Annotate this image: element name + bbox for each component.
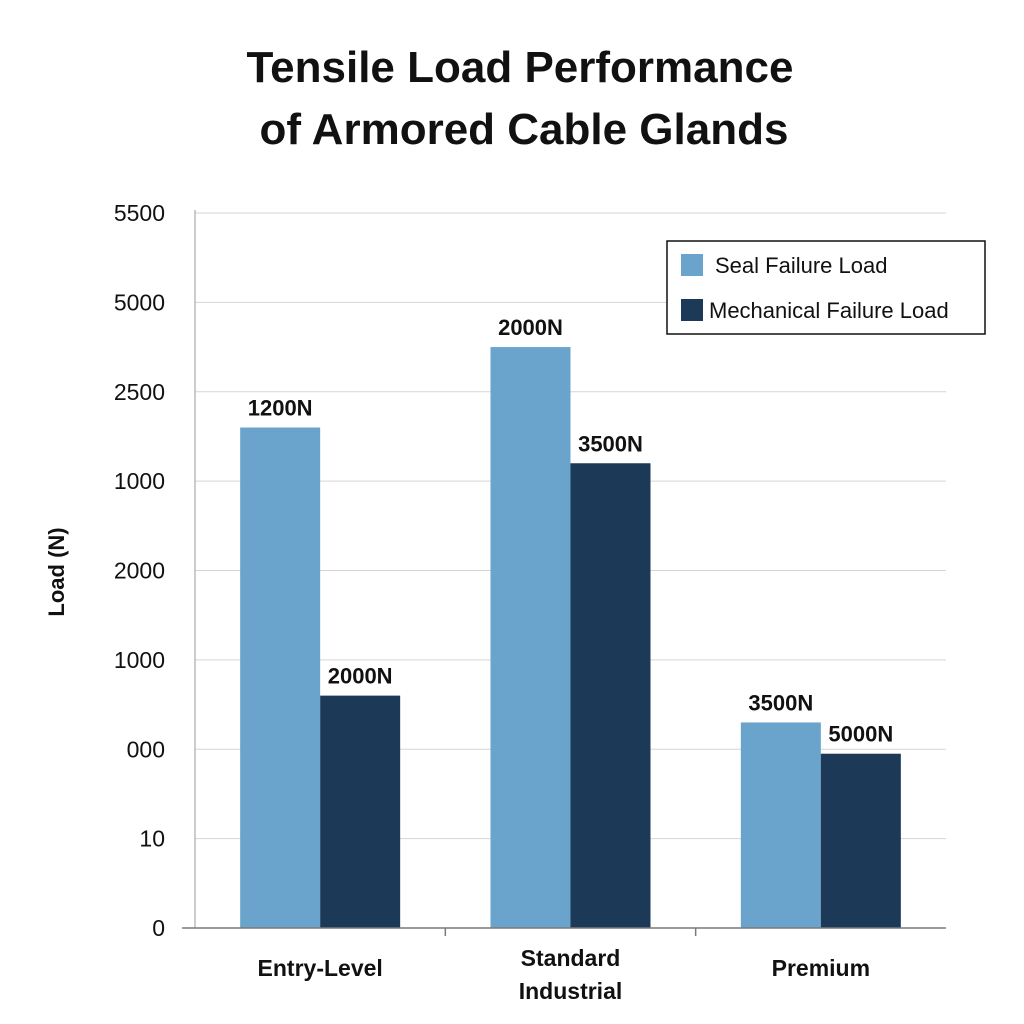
bar [570,463,651,928]
y-tick-label: 2500 [114,379,165,405]
x-tick-label: Premium [772,955,870,981]
y-tick-label: 10 [139,826,165,852]
data-label: 3500N [578,431,643,456]
y-axis-label: Load (N) [44,527,69,616]
y-tick-label: 0 [152,915,165,941]
legend-swatch [681,299,703,321]
y-tick-label: 1000 [114,647,165,673]
chart-title-line-2: of Armored Cable Glands [260,105,789,154]
data-label: 5000N [828,722,893,747]
y-tick-label: 5000 [114,289,165,315]
legend: Seal Failure Load Mechanical Failure Load [666,240,986,335]
bars [240,347,901,928]
bar [490,347,571,928]
bar [820,753,901,928]
x-tick-label: Entry-Level [258,955,383,981]
bar [740,722,821,928]
legend-entry: Mechanical Failure Load [709,298,949,323]
y-tick-label: 1000 [114,468,165,494]
x-tick-label: Industrial [519,978,623,1004]
bar [320,695,401,928]
x-axis: Entry-Level Standard Industrial Premium [182,210,946,1004]
legend-swatch [681,254,703,276]
y-tick-label: 5500 [114,200,165,226]
data-label: 1200N [248,396,313,421]
x-tick-label: Standard [521,945,621,971]
y-axis-ticks: 0 10 000 1000 2000 1000 2500 5000 5500 [114,200,165,941]
y-tick-label: 2000 [114,558,165,584]
legend-box [666,240,986,335]
legend-entry: Seal Failure Load [715,253,887,278]
chart-title-line-1: Tensile Load Performance [247,43,794,92]
data-label: 3500N [748,690,813,715]
bar [240,427,321,928]
data-label: 2000N [328,664,393,689]
data-label: 2000N [498,315,563,340]
data-labels: 1200N 2000N 2000N 3500N 3500N 5000N [248,315,894,747]
y-tick-label: 000 [127,736,165,762]
